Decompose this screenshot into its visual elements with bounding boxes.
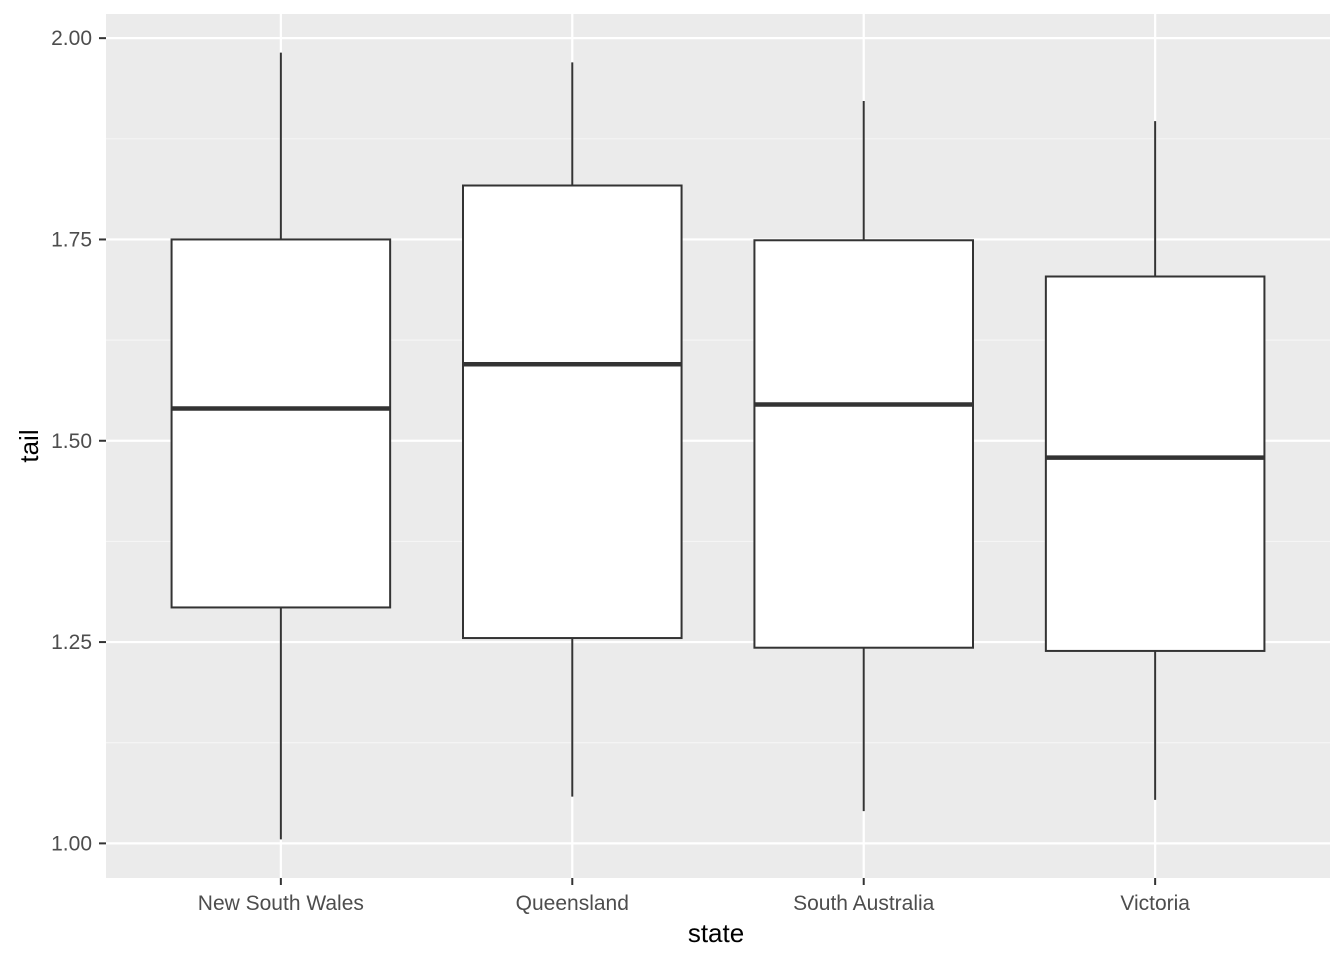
x-tick-label: Queensland [516, 892, 629, 915]
box-series [170, 52, 1266, 840]
x-tick-label: South Australia [793, 892, 935, 915]
x-tick-label: Victoria [1120, 892, 1190, 915]
y-tick-label: 1.25 [51, 631, 92, 654]
y-axis: 1.00 1.25 1.50 1.75 2.00 [51, 27, 106, 855]
box-iqr [753, 239, 975, 649]
y-tick-label: 1.50 [51, 430, 92, 453]
box-1 [462, 62, 683, 797]
y-tick-label: 2.00 [51, 27, 92, 50]
box-3 [1044, 121, 1266, 800]
y-tick-label: 1.75 [51, 228, 92, 251]
box-0 [170, 52, 392, 840]
box-iqr [170, 238, 392, 609]
box-2 [753, 100, 975, 812]
box-iqr [462, 184, 683, 640]
y-tick-label: 1.00 [51, 832, 92, 855]
x-axis-title: state [688, 918, 744, 948]
x-tick-label: New South Wales [198, 892, 364, 915]
y-axis-title: tail [14, 429, 44, 462]
box-iqr [1044, 275, 1266, 652]
x-axis: New South Wales Queensland South Australia… [198, 878, 1190, 915]
